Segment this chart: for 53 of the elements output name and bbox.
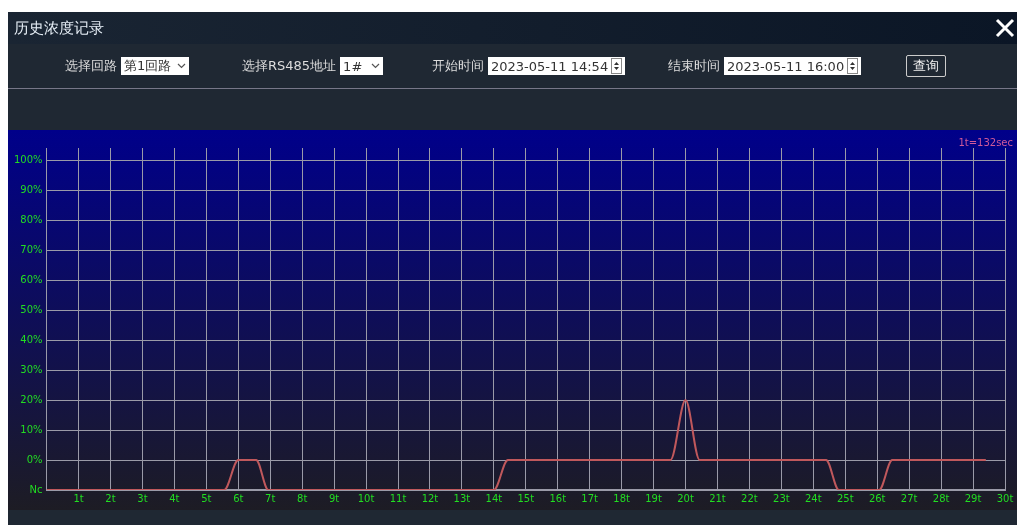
y-tick-label: 50% xyxy=(20,303,43,315)
x-tick-label: 20t xyxy=(677,492,694,504)
text: 1# xyxy=(343,58,364,74)
text: 选择RS485地址 xyxy=(242,57,337,75)
x-tick-label: 4t xyxy=(169,492,180,504)
y-tick-label: 40% xyxy=(20,333,43,345)
x-tick-label: 22t xyxy=(741,492,758,504)
x-tick-label: 2t xyxy=(105,492,116,504)
x-tick-label: 10t xyxy=(357,492,375,504)
x-tick-label: 25t xyxy=(836,492,854,504)
x-tick-label: 1t xyxy=(73,492,84,504)
x-tick-label: 26t xyxy=(868,492,886,504)
x-tick-label: 3t xyxy=(137,492,148,504)
y-tick-label: 30% xyxy=(20,363,43,375)
x-tick-label: 13t xyxy=(453,492,471,504)
x-tick-label: 12t xyxy=(421,492,439,504)
x-tick-label: 30t xyxy=(996,492,1014,504)
y-tick-label: 10% xyxy=(20,423,43,435)
text: 查询 xyxy=(906,55,946,77)
text: 2023-05-11 16:00 xyxy=(727,58,845,74)
x-tick-label: 28t xyxy=(932,492,950,504)
x-tick-label: 15t xyxy=(517,492,535,504)
x-tick-label: 27t xyxy=(900,492,918,504)
text: 第1回路 xyxy=(124,57,172,75)
y-tick-label: 0% xyxy=(26,453,43,465)
x-tick-label: 8t xyxy=(297,492,308,504)
x-tick-label: 21t xyxy=(709,492,726,504)
x-tick-label: 6t xyxy=(233,492,244,504)
x-tick-label: 16t xyxy=(549,492,567,504)
x-tick-label: 17t xyxy=(581,492,599,504)
x-tick-label: 11t xyxy=(389,492,407,504)
y-tick-label: 60% xyxy=(20,273,43,285)
text: 开始时间 xyxy=(432,57,484,75)
text: 2023-05-11 14:54 xyxy=(491,58,609,74)
x-tick-label: 19t xyxy=(645,492,662,504)
y-tick-label: 80% xyxy=(20,213,43,225)
y-tick-label: Nc xyxy=(29,483,43,495)
text: 选择回路 xyxy=(65,57,117,75)
y-tick-label: 100% xyxy=(14,153,43,165)
x-tick-label: 7t xyxy=(265,492,276,504)
y-tick-label: 20% xyxy=(20,393,43,405)
x-tick-label: 14t xyxy=(485,492,503,504)
x-tick-label: 29t xyxy=(964,492,982,504)
x-tick-label: 23t xyxy=(773,492,790,504)
y-tick-label: 70% xyxy=(20,243,43,255)
chart-title: 历史浓度记录 xyxy=(14,18,104,38)
x-tick-label: 24t xyxy=(804,492,822,504)
x-tick-label: 9t xyxy=(328,492,340,504)
x-tick-label: 5t xyxy=(201,492,212,504)
x-tick-label: 18t xyxy=(613,492,631,504)
text: 结束时间 xyxy=(668,57,720,75)
text: 1t=132sec xyxy=(958,136,1013,148)
y-tick-label: 90% xyxy=(20,183,43,195)
